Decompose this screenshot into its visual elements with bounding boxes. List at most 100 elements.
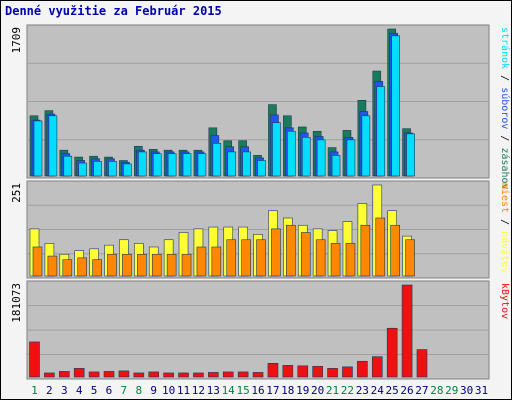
day-label-22: 22 <box>341 384 354 397</box>
bar-kbytes-kBytov-day-25 <box>386 327 398 378</box>
bar-kbytes-kBytov-day-8 <box>133 372 145 378</box>
bar-visits-miest-day-14 <box>226 239 237 277</box>
bar-visits-miest-day-11 <box>181 253 192 277</box>
bar-hits-stránok-day-15 <box>242 151 251 177</box>
day-label-17: 17 <box>266 384 279 397</box>
legend-kBytov: kBytov <box>499 283 510 319</box>
day-label-9: 9 <box>150 384 157 397</box>
bar-kbytes-kBytov-day-1 <box>29 341 40 378</box>
day-label-29: 29 <box>445 384 458 397</box>
day-label-1: 1 <box>31 384 38 397</box>
bar-kbytes-kBytov-day-10 <box>163 372 174 378</box>
legend-separator: / <box>499 129 510 147</box>
day-label-5: 5 <box>91 384 98 397</box>
bar-hits-stránok-day-8 <box>138 151 147 177</box>
bar-visits-miest-day-3 <box>62 259 73 277</box>
chart-title: Denné využitie za Február 2015 <box>5 4 222 18</box>
day-label-25: 25 <box>386 384 399 397</box>
bar-kbytes-kBytov-day-19 <box>297 365 309 378</box>
bar-hits-stránok-day-24 <box>376 86 386 177</box>
bar-kbytes-kBytov-day-21 <box>327 368 338 378</box>
bar-visits-miest-day-23 <box>360 224 371 277</box>
bar-visits-miest-day-24 <box>375 217 386 277</box>
bar-hits-stránok-day-26 <box>406 133 415 177</box>
bar-hits-stránok-day-3 <box>63 155 73 177</box>
bar-hits-stránok-day-10 <box>167 153 177 177</box>
bar-kbytes-kBytov-day-11 <box>178 372 189 378</box>
bar-visits-miest-day-26 <box>405 239 415 277</box>
bar-visits-miest-day-2 <box>47 255 58 277</box>
bar-visits-miest-day-7 <box>122 253 132 277</box>
panel-kbytes: 181073 kBytov <box>10 280 510 380</box>
bar-visits-miest-day-17 <box>271 228 281 277</box>
day-label-8: 8 <box>135 384 142 397</box>
bar-visits-miest-day-21 <box>330 243 341 277</box>
day-label-15: 15 <box>236 384 249 397</box>
day-label-3: 3 <box>61 384 68 397</box>
legend-separator: / <box>499 213 510 231</box>
legend-miest: miest <box>499 183 510 213</box>
series-legend-visits: miest / návštev <box>499 183 511 273</box>
bar-kbytes-kBytov-day-15 <box>237 371 249 378</box>
bar-visits-miest-day-8 <box>137 253 147 277</box>
day-label-16: 16 <box>251 384 264 397</box>
day-label-30: 30 <box>460 384 473 397</box>
bar-visits-miest-day-20 <box>315 239 326 277</box>
day-label-12: 12 <box>192 384 205 397</box>
bar-kbytes-kBytov-day-9 <box>148 371 160 378</box>
bar-kbytes-kBytov-day-24 <box>371 356 383 378</box>
day-label-18: 18 <box>281 384 294 397</box>
bar-visits-miest-day-5 <box>92 259 102 277</box>
day-label-21: 21 <box>326 384 339 397</box>
day-label-19: 19 <box>296 384 309 397</box>
day-label-20: 20 <box>311 384 324 397</box>
bar-hits-stránok-day-14 <box>227 151 237 177</box>
day-label-23: 23 <box>356 384 369 397</box>
bar-hits-stránok-day-7 <box>123 163 132 177</box>
bar-visits-miest-day-10 <box>166 253 177 277</box>
day-label-11: 11 <box>177 384 190 397</box>
bar-kbytes-kBytov-day-12 <box>193 372 204 378</box>
day-label-28: 28 <box>430 384 443 397</box>
bar-kbytes-kBytov-day-14 <box>222 371 234 378</box>
ymax-label-hits: 1709 <box>10 27 23 54</box>
bar-hits-stránok-day-12 <box>197 153 207 177</box>
bar-kbytes-kBytov-day-22 <box>342 366 353 378</box>
bar-hits-stránok-day-6 <box>108 161 117 177</box>
bar-hits-stránok-day-25 <box>391 35 400 177</box>
bar-hits-stránok-day-20 <box>316 139 326 177</box>
bar-kbytes-kBytov-day-26 <box>401 284 413 378</box>
day-label-31: 31 <box>475 384 488 397</box>
bar-visits-miest-day-1 <box>32 246 43 277</box>
bar-visits-miest-day-9 <box>151 253 162 277</box>
bar-hits-stránok-day-22 <box>346 139 356 177</box>
bar-visits-miest-day-12 <box>196 246 207 277</box>
bar-visits-miest-day-19 <box>300 232 311 277</box>
bar-kbytes-kBytov-day-20 <box>312 366 323 378</box>
bar-kbytes-kBytov-day-17 <box>267 362 279 378</box>
day-label-13: 13 <box>207 384 220 397</box>
day-label-24: 24 <box>371 384 385 397</box>
panel-hits: 1709 stránok / súborov / zásahov <box>10 24 511 190</box>
bar-hits-stránok-day-19 <box>301 136 311 177</box>
ymax-label-visits: 251 <box>10 183 23 203</box>
bar-hits-stránok-day-9 <box>152 153 162 177</box>
bar-kbytes-kBytov-day-5 <box>88 371 100 378</box>
bar-visits-miest-day-16 <box>256 239 266 277</box>
bar-hits-stránok-day-21 <box>331 155 341 177</box>
bar-hits-stránok-day-18 <box>287 130 296 177</box>
day-label-10: 10 <box>162 384 175 397</box>
series-legend-hits: stránok / súborov / zásahov <box>499 27 511 190</box>
bar-kbytes-kBytov-day-27 <box>416 349 428 378</box>
day-label-27: 27 <box>415 384 428 397</box>
legend-separator: / <box>499 69 510 87</box>
bar-hits-stránok-day-2 <box>48 115 58 177</box>
day-label-4: 4 <box>76 384 83 397</box>
bar-visits-miest-day-13 <box>211 246 222 277</box>
ymax-label-kbytes: 181073 <box>10 283 23 323</box>
legend-stránok: stránok <box>499 27 511 69</box>
bar-kbytes-kBytov-day-13 <box>208 372 219 378</box>
series-legend-kbytes: kBytov <box>499 283 510 319</box>
